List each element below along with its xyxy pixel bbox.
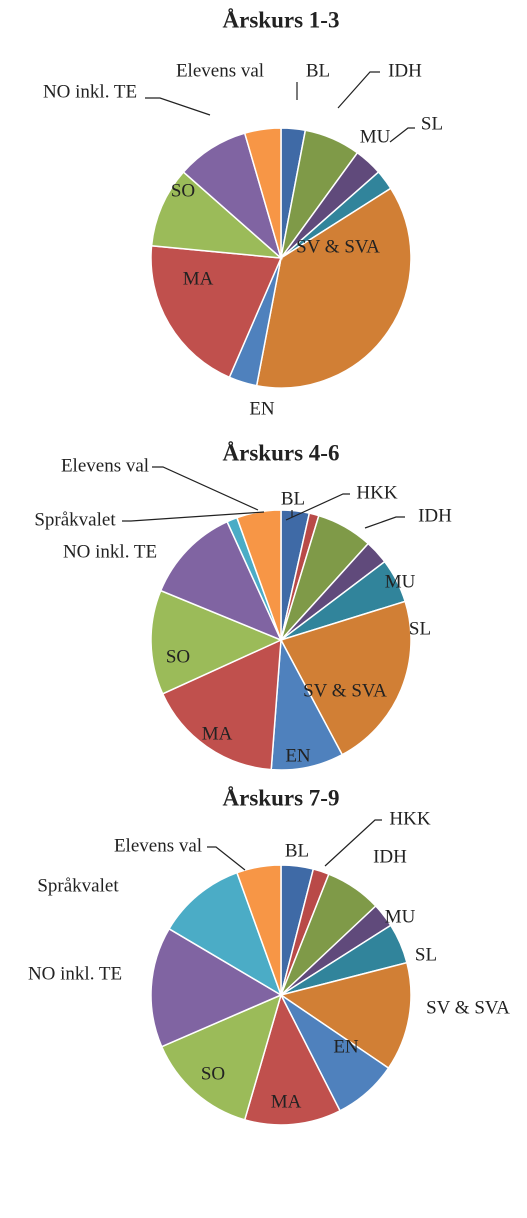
slice-label: Elevens val [61, 455, 149, 476]
slice-label: SL [421, 113, 443, 134]
slice-label: MU [360, 126, 391, 147]
pie-slice [150, 244, 283, 379]
slice-label: HKK [356, 482, 397, 503]
leader-line [389, 127, 415, 143]
slice-label: SV & SVA [426, 997, 510, 1018]
pie-slice [161, 638, 282, 771]
slice-label: EN [333, 1036, 359, 1057]
pie-slice [160, 993, 283, 1121]
leader-line [337, 71, 380, 109]
pie-slice [150, 170, 284, 259]
slice-label: SV & SVA [296, 236, 380, 257]
slice-label: SO [171, 180, 195, 201]
leader-line [207, 846, 246, 871]
slice-label: Språkvalet [34, 509, 116, 530]
slice-label: SO [201, 1063, 225, 1084]
pie-slice [243, 992, 342, 1126]
pie-slice [236, 864, 282, 996]
slice-label: HKK [389, 808, 430, 829]
slice-label: SO [166, 646, 190, 667]
pie-slice [150, 927, 283, 1048]
pie-slice [279, 961, 412, 1070]
slice-label: BL [306, 60, 330, 81]
leader-line [364, 516, 405, 529]
pie-slice [279, 600, 412, 756]
leader-line [285, 493, 350, 521]
chart-title: Årskurs 7-9 [223, 785, 340, 810]
leader-line [324, 819, 382, 867]
slice-label: NO inkl. TE [43, 81, 137, 102]
slice-label: MA [202, 723, 233, 744]
slice-label: EN [285, 745, 311, 766]
leader-line [145, 97, 211, 116]
leader-line [122, 511, 265, 522]
chart-title: Årskurs 1-3 [223, 7, 340, 32]
slice-label: MA [183, 268, 214, 289]
slice-label: IDH [418, 505, 452, 526]
slice-label: IDH [373, 846, 407, 867]
slice-label: MU [385, 906, 416, 927]
chart-title: Årskurs 4-6 [223, 440, 340, 465]
slice-label: MA [271, 1091, 302, 1112]
slice-label: SL [409, 618, 431, 639]
slice-label: Elevens val [114, 835, 202, 856]
slice-label: IDH [388, 60, 422, 81]
slice-label: BL [285, 840, 309, 861]
pie-slice [159, 520, 283, 642]
slice-label: BL [281, 488, 305, 509]
slice-label: Elevens val [176, 60, 264, 81]
pie-slice [243, 127, 282, 259]
leader-line [152, 466, 259, 511]
slice-label: MU [385, 571, 416, 592]
slice-label: EN [249, 398, 275, 419]
slice-label: Språkvalet [37, 875, 119, 896]
slice-label: SV & SVA [303, 680, 387, 701]
slice-label: SL [415, 944, 437, 965]
pie-slice [150, 589, 283, 695]
pie-slice [168, 871, 283, 997]
slice-label: NO inkl. TE [63, 541, 157, 562]
slice-label: NO inkl. TE [28, 963, 122, 984]
pie-slice [255, 187, 412, 389]
